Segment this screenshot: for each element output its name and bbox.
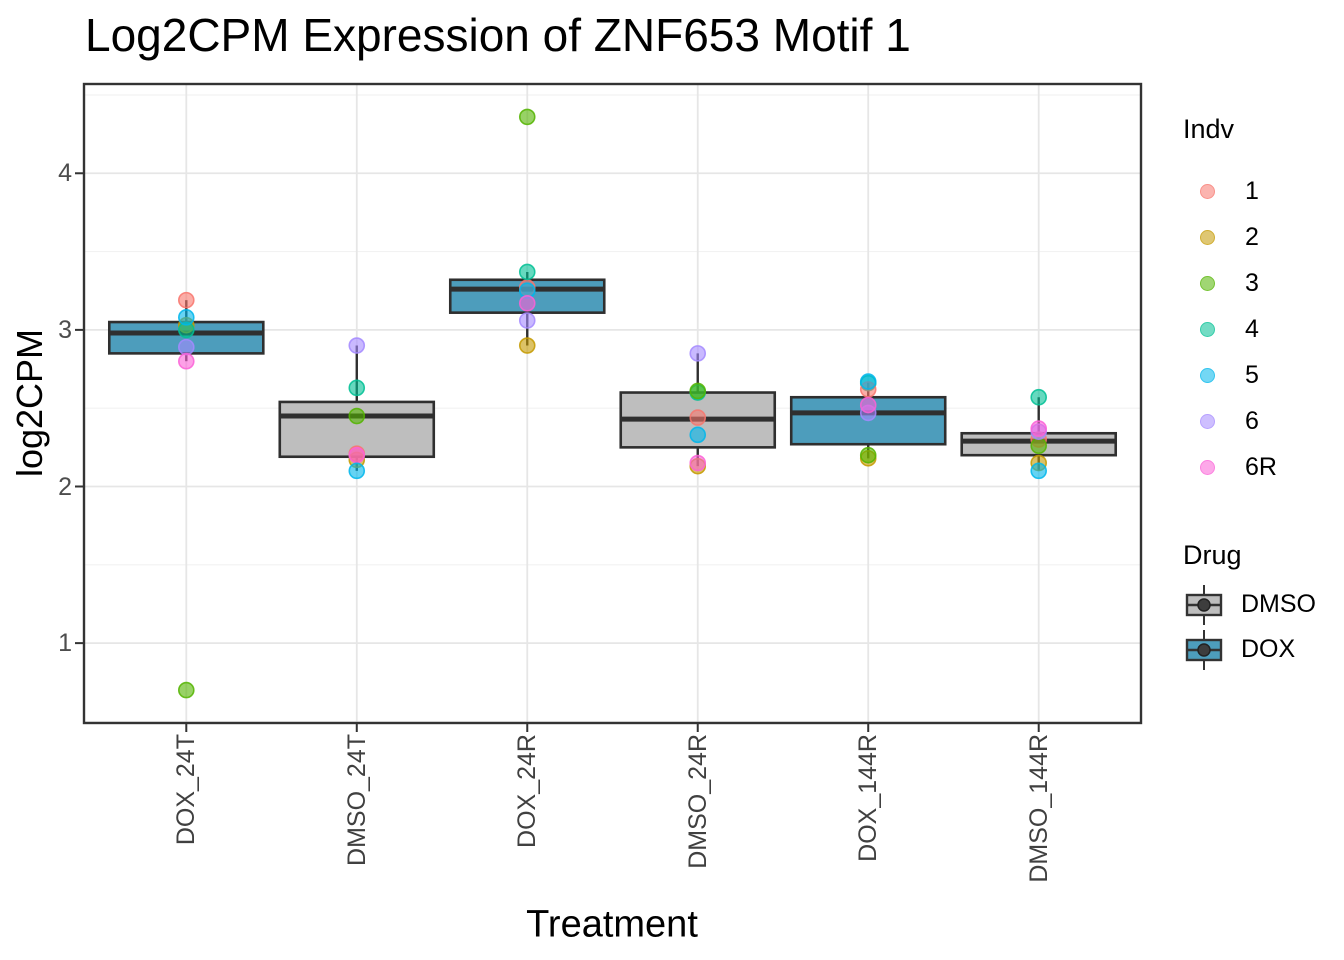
data-point-DMSO_24T-indv-3: [348, 407, 366, 425]
legend-indv-label: 6R: [1245, 452, 1277, 481]
legend-dot-icon: [1200, 321, 1215, 337]
data-point-DOX_24R-indv-4: [518, 263, 536, 281]
plot-panel: [84, 84, 1141, 723]
data-point-DMSO_24R-indv-6R: [689, 454, 707, 472]
legend-indv-item-1: 1: [1183, 168, 1277, 214]
x-tick-label-DOX_144R: DOX_144R: [854, 734, 883, 862]
legend-dot-icon: [1200, 459, 1215, 475]
legend-dot-icon: [1200, 183, 1215, 199]
data-point-DOX_24R-indv-6R: [518, 294, 536, 312]
legend-indv-item-5: 5: [1183, 352, 1277, 398]
boxplot-key-icon: [1185, 584, 1223, 625]
data-point-DMSO_144R-indv-3: [1030, 437, 1048, 455]
legend-drug-title: Drug: [1183, 540, 1242, 570]
legend-indv-label: 2: [1245, 222, 1259, 251]
legend-dot-icon: [1200, 367, 1215, 383]
legend-indv: Indv 1 2 3 4 5 6 6R: [1183, 112, 1277, 490]
legend-indv-label: 5: [1245, 360, 1259, 389]
data-point-DOX_24T-indv-5: [177, 309, 195, 326]
x-tick-label-DOX_24R: DOX_24R: [513, 734, 542, 848]
legend-indv-item-4: 4: [1183, 306, 1277, 352]
data-point-DMSO_24R-indv-6: [689, 345, 707, 362]
data-point-DOX_144R-indv-3: [859, 446, 877, 464]
panel-border: [82, 82, 1143, 725]
legend-dot-icon: [1200, 275, 1215, 291]
x-tick-label-DMSO_24R: DMSO_24R: [683, 734, 712, 869]
legend-drug-label: DMSO: [1241, 590, 1316, 618]
data-point-DMSO_24T-indv-6: [348, 337, 366, 354]
data-point-DMSO_24R-indv-1: [689, 409, 707, 426]
legend-indv-label: 3: [1245, 268, 1259, 297]
legend-dot-icon: [1200, 413, 1215, 429]
legend-drug-label: DOX: [1241, 635, 1296, 663]
y-tick-label-3: 3: [58, 315, 72, 344]
legend-drug-item-DOX: DOX: [1183, 627, 1316, 672]
legend-indv-item-6R: 6R: [1183, 444, 1277, 490]
data-point-DMSO_24R-indv-5: [689, 426, 707, 444]
data-point-DOX_144R-indv-5: [859, 373, 877, 390]
y-tick-label-4: 4: [58, 159, 72, 188]
data-point-DOX_24T-indv-6: [177, 338, 195, 356]
legend-drug-item-DMSO: DMSO: [1183, 582, 1316, 627]
data-point-DOX_24T-indv-1: [177, 291, 195, 309]
y-tick-label-1: 1: [58, 629, 72, 658]
data-point-DMSO_144R-indv-4: [1030, 388, 1048, 406]
legend-indv-item-2: 2: [1183, 214, 1277, 260]
data-point-DOX_144R-indv-6R: [859, 396, 877, 414]
data-point-DOX_24R-indv-6: [518, 312, 536, 329]
legend-indv-label: 6: [1245, 406, 1259, 435]
y-tick-label-2: 2: [58, 472, 72, 501]
data-point-DOX_24R-indv-3: [518, 108, 536, 126]
legend-dot-icon: [1200, 229, 1215, 245]
data-point-DMSO_144R-indv-5: [1030, 462, 1048, 480]
legend-indv-label: 4: [1245, 314, 1259, 343]
x-axis-title: Treatment: [526, 903, 698, 946]
y-axis-title: log2CPM: [9, 328, 50, 478]
data-point-DMSO_144R-indv-6R: [1030, 420, 1048, 437]
legend-indv-label: 1: [1245, 176, 1259, 205]
data-point-DOX_24R-indv-2: [518, 337, 536, 354]
data-point-DOX_24T-indv-3: [177, 681, 195, 699]
data-point-DMSO_24T-indv-6R: [348, 446, 366, 464]
legend-indv-item-3: 3: [1183, 260, 1277, 306]
boxplot-key-icon: [1185, 629, 1223, 670]
data-point-DMSO_24T-indv-4: [348, 379, 366, 397]
data-point-DMSO_24R-indv-3: [689, 382, 707, 400]
legend-drug: Drug DMSO DOX: [1183, 538, 1316, 672]
data-point-DOX_24T-indv-6R: [177, 352, 195, 370]
data-point-DMSO_24T-indv-5: [348, 462, 366, 480]
x-tick-label-DMSO_144R: DMSO_144R: [1024, 734, 1053, 883]
chart-title: Log2CPM Expression of ZNF653 Motif 1: [85, 9, 911, 61]
legend-indv-title: Indv: [1183, 114, 1235, 144]
x-tick-label-DOX_24T: DOX_24T: [172, 734, 201, 846]
legend-indv-item-6: 6: [1183, 398, 1277, 444]
x-tick-label-DMSO_24T: DMSO_24T: [342, 734, 371, 866]
